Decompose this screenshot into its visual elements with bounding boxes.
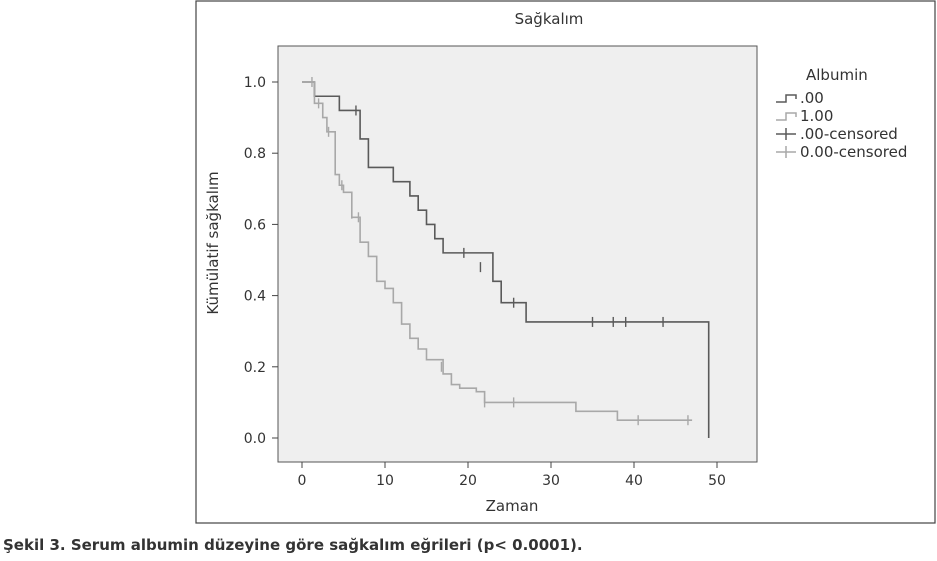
y-tick-label: 0.0 <box>244 431 266 447</box>
axes: 0 10 20 30 40 50 0.0 0.2 0.4 0.6 0.8 1.0 <box>244 75 726 489</box>
survival-curves <box>302 77 710 438</box>
legend-label: .00 <box>800 89 824 107</box>
x-tick-label: 20 <box>459 473 477 489</box>
y-tick-label: 1.0 <box>244 75 266 91</box>
y-tick-label: 0.6 <box>244 217 266 233</box>
legend-item-100: 1.00 <box>776 107 833 125</box>
legend-item-00-censored: .00-censored <box>776 125 898 143</box>
survival-curve-albumin-00 <box>302 81 710 438</box>
x-tick-label: 10 <box>376 473 394 489</box>
figure-caption: Şekil 3. Serum albumin düzeyine göre sağ… <box>3 536 583 554</box>
plot-area <box>277 45 758 463</box>
y-tick-label: 0.4 <box>244 289 266 305</box>
legend-title: Albumin <box>806 66 868 84</box>
legend-label: 1.00 <box>800 107 833 125</box>
legend-step-swatch <box>776 94 797 103</box>
x-tick-label: 30 <box>542 473 560 489</box>
survival-chart-figure: Sağkalım 0 10 20 30 40 50 0.0 0.2 0.4 0.6 0.8 1.0 Z… <box>195 0 936 524</box>
legend-item-000-censored: 0.00-censored <box>776 143 907 161</box>
chart-title: Sağkalım <box>515 10 584 28</box>
y-axis-label: Kümülatif sağkalım <box>204 171 222 314</box>
x-tick-label: 0 <box>298 473 307 489</box>
legend-label: 0.00-censored <box>800 143 907 161</box>
x-axis-label: Zaman <box>486 497 539 515</box>
x-tick-label: 40 <box>625 473 643 489</box>
y-tick-label: 0.8 <box>244 146 266 162</box>
y-tick-label: 0.2 <box>244 360 266 376</box>
legend-label: .00-censored <box>800 125 898 143</box>
x-tick-label: 50 <box>708 473 726 489</box>
survival-curve-albumin-100 <box>302 81 693 421</box>
legend-step-swatch <box>776 112 797 121</box>
legend-item-00: .00 <box>776 89 824 107</box>
